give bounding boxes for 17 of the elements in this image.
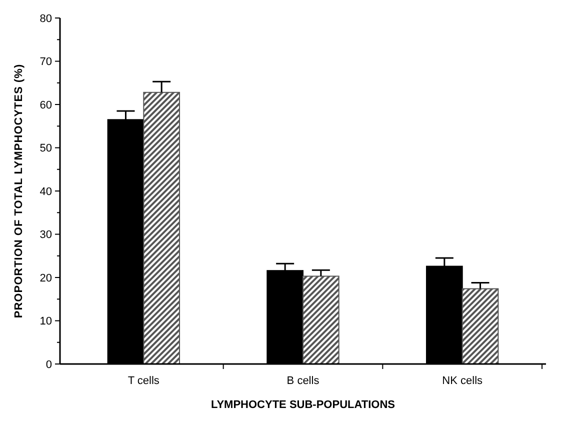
y-tick-label: 50	[40, 142, 52, 155]
bar	[302, 276, 340, 364]
x-axis-title: LYMPHOCYTE SUB-POPULATIONS	[211, 399, 395, 411]
bar	[462, 288, 499, 364]
x-tick-label: NK cells	[442, 375, 484, 387]
x-tick-label: B cells	[286, 375, 320, 387]
y-tick-label: 30	[40, 229, 52, 242]
y-tick-label: 60	[40, 99, 52, 112]
y-tick-label: 70	[40, 56, 52, 68]
bar	[143, 92, 180, 364]
x-tick-label: T cells	[128, 375, 160, 387]
y-tick-label: 40	[40, 186, 52, 198]
y-tick-label: 10	[40, 316, 52, 328]
y-tick-label: 80	[40, 12, 52, 25]
y-tick-label: 20	[40, 272, 52, 284]
y-axis-title: PROPORTION OF TOTAL LYMPHOCYTES (%)	[13, 64, 25, 318]
y-tick-label: 0	[46, 358, 52, 371]
